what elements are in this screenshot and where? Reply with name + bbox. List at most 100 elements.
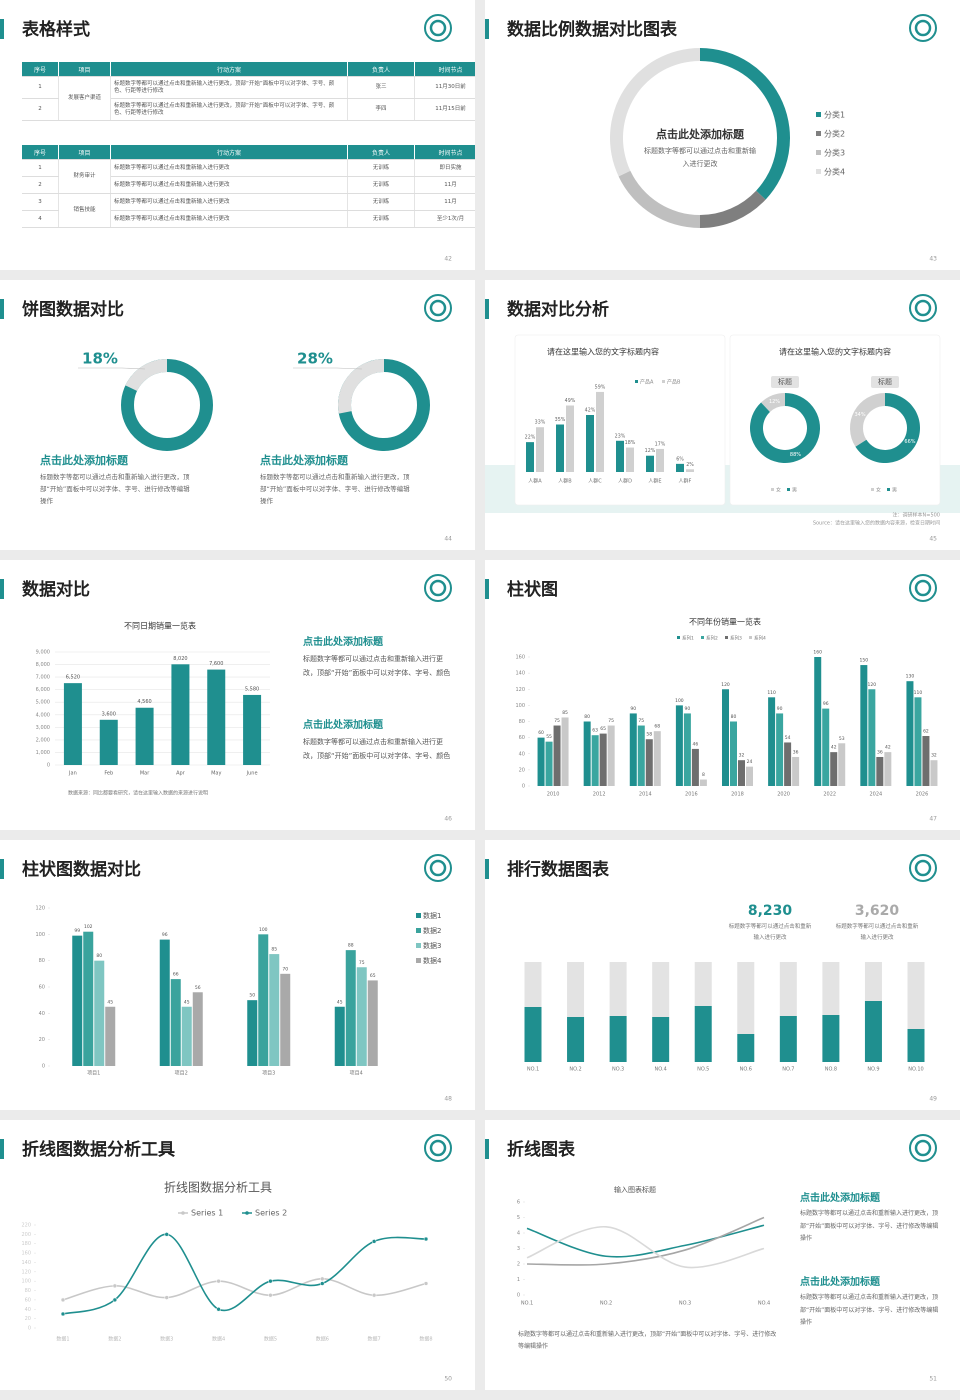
table-row: 3 销售技能 标题数字等都可以通过点击和重新输入进行更改 无训练 11月 (22, 193, 475, 228)
y-tick-label: 6,000 (36, 687, 50, 693)
bar-value-label: 90 (685, 706, 691, 712)
page-number: 46 (444, 816, 452, 823)
x-tick-label: May (211, 771, 221, 777)
x-tick-label: 2018 (731, 792, 744, 798)
y-tick-label: 120 (35, 906, 45, 912)
table-row: 2 标题数字等都可以通过点击和重新输入进行更改 无训练 11月 (22, 176, 475, 194)
bar-segment (694, 1006, 712, 1062)
line-series (62, 1278, 427, 1301)
header-cell: 行动方案 (110, 145, 348, 160)
bar (876, 756, 884, 786)
line-point (60, 1311, 66, 1317)
title-accent (0, 1139, 4, 1159)
y-tick-label: 0 (47, 763, 50, 769)
bar-value-label: 58 (646, 732, 652, 738)
paragraph: 标题数字等都可以通过点击和重新输入进行更改，顶部“开始”面板中可以对字体、字号、… (518, 1331, 777, 1350)
legend-swatch (871, 488, 874, 491)
legend-swatch (662, 380, 665, 383)
logo-core (914, 1139, 932, 1157)
logo-ring (909, 14, 937, 42)
table-cell: 2 (22, 176, 59, 194)
table-row: 4 标题数字等都可以通过点击和重新输入进行更改 无训练 至少1次/月 (22, 210, 475, 228)
bar (596, 391, 604, 472)
donut-label: 标题 (778, 377, 792, 386)
bar (83, 931, 94, 1066)
paragraph: 标题数字等都可以通过点击和重新输入进行更改 (644, 147, 756, 168)
table-cell: 发展客户渠道 (58, 76, 111, 121)
slide-title: 折线图表 (507, 1139, 576, 1160)
bar-segment (737, 1034, 755, 1062)
paragraph: 标题数字等都可以通过点击和重新输入进行更改，顶部“开始”面板中可以对字体、字号、… (303, 738, 451, 760)
x-tick-label: NO.9 (867, 1067, 879, 1073)
donut-label: 标题 (878, 377, 892, 386)
bar (135, 707, 154, 765)
bar (536, 427, 544, 472)
x-tick-label: 2024 (869, 792, 882, 798)
logo-ring (424, 854, 452, 882)
x-tick-label: NO.7 (782, 1067, 794, 1073)
bar (99, 719, 118, 765)
slide: 柱状图 47 不同年份销量一览表 0 20 40 60 80 100 120 140 160 系列1 60… (485, 560, 960, 830)
legend-label: 数据4 (423, 956, 442, 965)
bar-value-label: 35% (555, 417, 566, 423)
bar (914, 697, 922, 786)
legend-swatch (887, 488, 890, 491)
x-tick-label: 数据3 (160, 1336, 173, 1343)
line-series (526, 1225, 765, 1269)
y-tick-label: 0 (42, 1064, 45, 1070)
bar-segment (907, 962, 925, 1029)
stat-value: 3,620 (855, 903, 900, 919)
x-tick-label: 人群C (588, 478, 602, 485)
y-tick-label: 20 (39, 1037, 45, 1043)
x-tick-label: 数据7 (368, 1336, 381, 1343)
table-cell: 11月15日前 (414, 98, 475, 121)
legend-swatch (816, 131, 821, 136)
x-tick-label: NO.1 (521, 1301, 533, 1307)
slide-title: 饼图数据对比 (22, 299, 124, 320)
legend-swatch (416, 943, 421, 948)
bar-value-label: 8 (702, 772, 705, 778)
donut-value-label: 34% (854, 412, 865, 418)
bar-segment (609, 962, 627, 1016)
slide: 表格样式 42 序号 项目 行动方案 负责人 时间节点 1 发展客户渠道 标题数字等都可以通过点击… (0, 0, 475, 270)
bar-value-label: 75 (638, 718, 644, 724)
bar-value-label: 55 (546, 734, 552, 740)
bar (545, 741, 553, 786)
x-tick-label: 2020 (777, 792, 790, 798)
bar-value-label: 130 (906, 674, 915, 680)
table-cell: 财务审计 (58, 159, 111, 194)
legend-label: 分类3 (824, 148, 845, 158)
logo-core (429, 859, 447, 877)
title-accent (0, 299, 4, 319)
table-cell: 标题数字等都可以通过点击和重新输入进行更改，顶部“开始”面板中可以对字体、字号、… (110, 98, 348, 121)
bar (838, 743, 846, 786)
x-tick-label: 数据2 (108, 1336, 121, 1343)
bar (683, 713, 691, 786)
x-tick-label: NO.8 (825, 1067, 837, 1073)
page-number: 49 (929, 1096, 937, 1103)
bar (170, 979, 181, 1066)
bar-value-label: 17% (655, 441, 666, 447)
bar-value-label: 65 (370, 973, 376, 979)
bar (269, 954, 280, 1066)
bar-value-label: 68 (654, 724, 660, 730)
legend-label: 数据3 (423, 941, 441, 950)
leader-line (78, 367, 146, 370)
bar (822, 708, 830, 786)
chart-title: 不同日期销量一览表 (124, 621, 196, 631)
x-tick-label: 2016 (685, 792, 698, 798)
slide: 折线图数据分析工具 50 折线图数据分析工具 Series 1 Series 2 0 20 4… (0, 1120, 475, 1390)
logo-core (914, 579, 932, 597)
bar (653, 731, 661, 786)
x-tick-label: 2012 (593, 792, 606, 798)
bar-value-label: 42% (585, 408, 596, 414)
paragraph: 标题数字等都可以通过点击和重新输入进行更改，顶部“开始”面板中可以对字体、字号、… (800, 1294, 939, 1326)
x-tick-label: June (246, 771, 258, 777)
legend-swatch (416, 958, 421, 963)
logo-ring (424, 1134, 452, 1162)
slide-canvas: 柱状图数据对比 48 0 20 40 60 80 100 120 数据1 99 96 50 45 数据2 10… (0, 854, 452, 1103)
bar (676, 463, 684, 472)
bar (691, 748, 699, 786)
line-point (60, 1297, 66, 1303)
table-cell: 无训练 (347, 176, 415, 194)
